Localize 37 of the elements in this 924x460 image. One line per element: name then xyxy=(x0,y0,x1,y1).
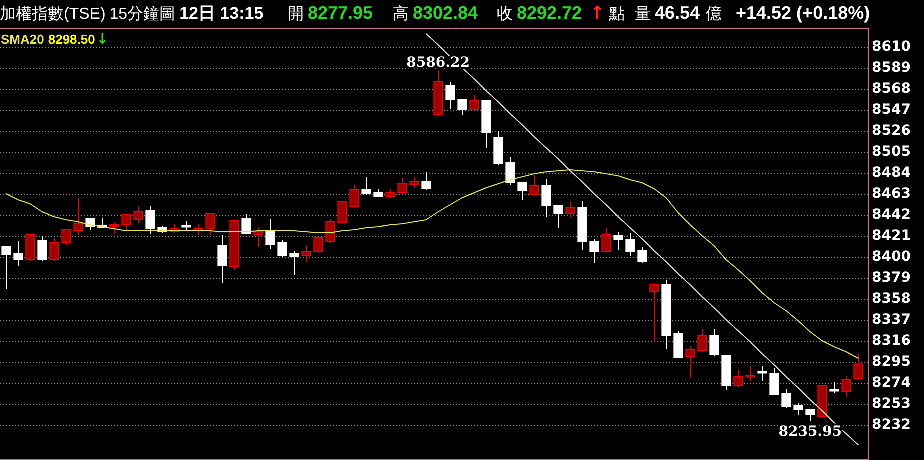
ytick-label: 8526 xyxy=(872,123,911,139)
annotation: 8277.95 xyxy=(308,3,374,23)
annotation: 12日 13:15 xyxy=(180,4,264,23)
ytick-label: 8442 xyxy=(872,207,911,223)
annotation: 億 xyxy=(706,6,722,23)
ytick-label: 8379 xyxy=(872,270,911,286)
annotation: ↑ xyxy=(590,3,606,24)
ytick-label: 8253 xyxy=(872,396,911,412)
ytick-label: 8274 xyxy=(872,375,911,391)
annotation: 高 xyxy=(393,6,409,23)
subtitle: 15分鐘圖 xyxy=(110,6,176,23)
annotation: 8292.72 xyxy=(517,3,582,23)
ytick-label: 8463 xyxy=(872,186,911,202)
ytick-label: 8295 xyxy=(872,354,911,370)
ytick-label: 8568 xyxy=(872,81,911,97)
ytick-label: 8358 xyxy=(872,291,911,307)
ytick-label: 8316 xyxy=(872,333,911,349)
ytick-label: 8400 xyxy=(872,249,911,265)
ytick-label: 8337 xyxy=(872,312,911,328)
title: 加權指數(TSE) xyxy=(0,6,106,23)
annotation: 8298.50 xyxy=(48,32,96,47)
ytick-label: 8589 xyxy=(872,60,911,76)
annotation: 8235.95 xyxy=(778,424,842,440)
annotation: 量 xyxy=(635,6,651,23)
ytick-label: 8421 xyxy=(872,228,911,244)
ytick-label: 8484 xyxy=(872,165,911,181)
annotation: 46.54 xyxy=(655,3,700,23)
annotation: 8302.84 xyxy=(413,3,478,23)
ytick-label: 8505 xyxy=(872,144,911,160)
ytick-label: 8547 xyxy=(872,102,911,118)
annotation: 開 xyxy=(288,6,304,23)
ytick-label: 8232 xyxy=(872,417,911,433)
ytick-label: 8610 xyxy=(872,39,911,55)
annotation: 點 xyxy=(609,6,626,23)
annotation: 收 xyxy=(497,6,513,23)
annotation: +14.52 (+0.18%) xyxy=(736,3,870,23)
annotation: ↓ xyxy=(96,30,109,48)
